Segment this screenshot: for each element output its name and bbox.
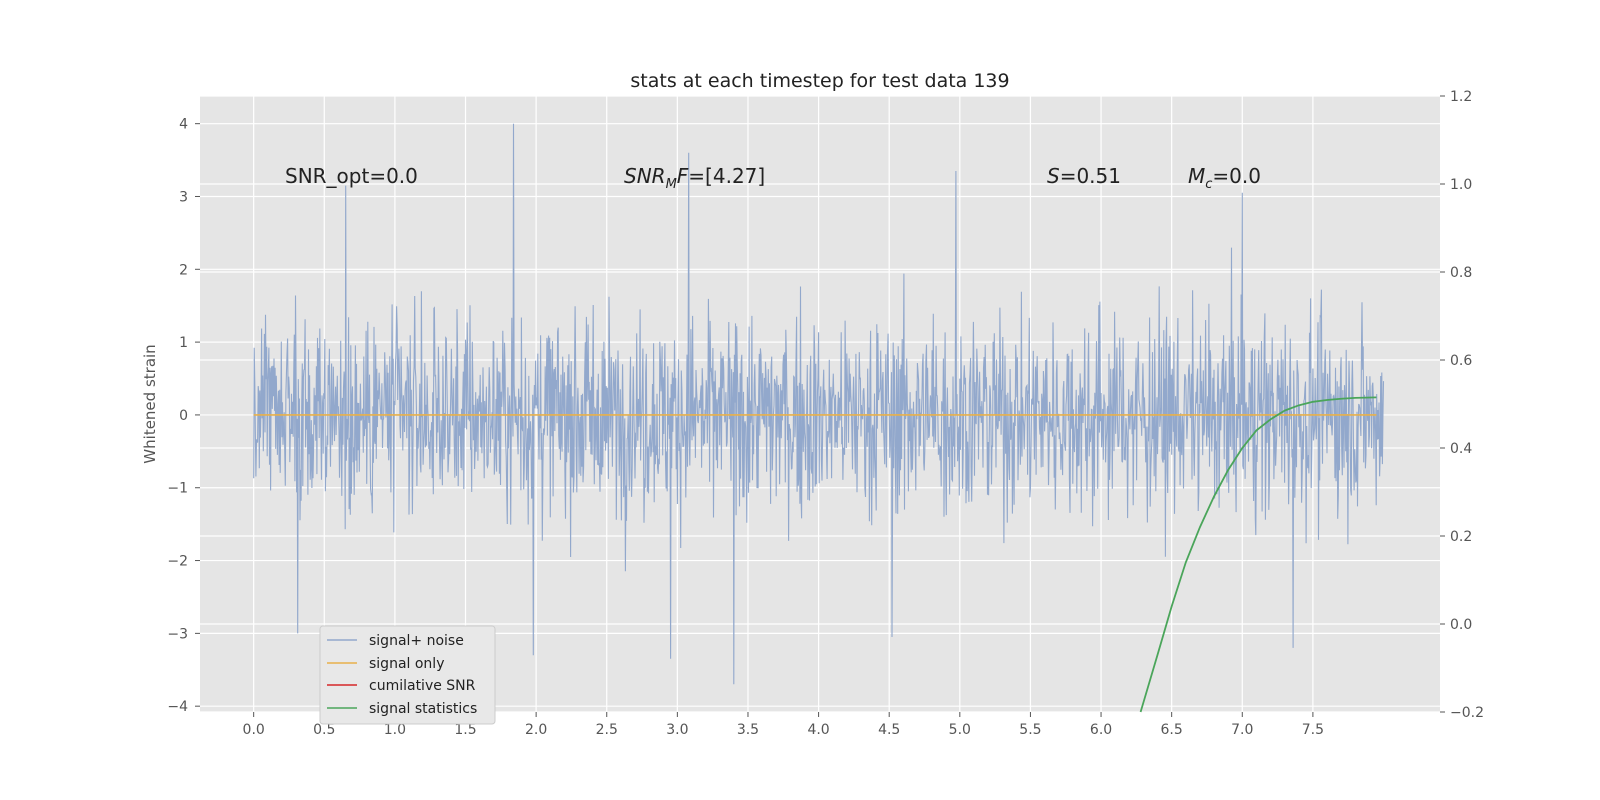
x-tick-label: 2.5 xyxy=(596,722,618,738)
y-tick-label: −1 xyxy=(167,481,188,497)
x-tick-label: 1.0 xyxy=(384,722,406,738)
y-tick-label: −2 xyxy=(167,554,188,570)
legend-label-signal-only: signal only xyxy=(369,656,444,672)
mc-subscript: c xyxy=(1205,177,1212,192)
snr-mf-tail: F xyxy=(677,164,689,188)
x-tick-label: 5.0 xyxy=(949,722,971,738)
y-tick-label: −3 xyxy=(167,626,188,642)
legend-label-signal-statistics: signal statistics xyxy=(369,701,477,717)
right-y-tick-label: 0.4 xyxy=(1450,441,1472,457)
x-tick-label: 7.5 xyxy=(1302,722,1324,738)
right-axis: 1.2 1.0 0.8 0.6 0.4 0.2 0.0 −0.2 xyxy=(1440,89,1484,721)
snr-mf-subscript: M xyxy=(666,177,677,192)
right-y-tick-label: −0.2 xyxy=(1450,705,1484,721)
x-axis: 0.0 0.5 1.0 1.5 2.0 2.5 3.0 3.5 4.0 4.5 5.0 5.5 6.0 6… xyxy=(243,712,1324,738)
chart-title: stats at each timestep for test data 139 xyxy=(630,70,1009,92)
annotation-s: S=0.51 xyxy=(1047,164,1121,188)
x-tick-label: 0.5 xyxy=(313,722,335,738)
y-tick-label: 0 xyxy=(179,408,188,424)
line-series-layer xyxy=(253,396,1377,713)
y-tick-label: 2 xyxy=(179,262,188,278)
y-tick-label: 3 xyxy=(179,189,188,205)
x-tick-label: 3.0 xyxy=(666,722,688,738)
legend-label-cumulative-snr: cumilative SNR xyxy=(369,678,476,694)
x-tick-label: 1.5 xyxy=(454,722,476,738)
legend: signal+ noise signal only cumilative SNR… xyxy=(319,625,496,725)
right-y-tick-label: 0.8 xyxy=(1450,265,1472,281)
annotation-mc: Mc=0.0 xyxy=(1188,164,1261,192)
y-axis-label: Whitened strain xyxy=(141,344,159,463)
series-signal-statistics xyxy=(1139,396,1377,713)
s-value: =0.51 xyxy=(1060,164,1121,188)
x-tick-label: 3.5 xyxy=(737,722,759,738)
x-tick-label: 5.5 xyxy=(1019,722,1041,738)
x-tick-label: 7.0 xyxy=(1231,722,1253,738)
x-tick-label: 6.0 xyxy=(1090,722,1112,738)
x-tick-label: 0.0 xyxy=(243,722,265,738)
s-main: S xyxy=(1047,164,1060,188)
y-tick-label: 1 xyxy=(179,335,188,351)
mc-main: M xyxy=(1188,164,1205,188)
right-y-tick-label: 0.2 xyxy=(1450,529,1472,545)
right-y-tick-label: 1.2 xyxy=(1450,89,1472,105)
right-y-tick-label: 0.0 xyxy=(1450,617,1472,633)
x-tick-label: 6.5 xyxy=(1161,722,1183,738)
y-tick-label: −4 xyxy=(167,699,188,715)
x-tick-label: 4.0 xyxy=(807,722,829,738)
legend-label-signal-noise: signal+ noise xyxy=(369,633,464,649)
mc-value: =0.0 xyxy=(1212,164,1261,188)
x-tick-label: 4.5 xyxy=(878,722,900,738)
y-tick-label: 4 xyxy=(179,117,188,133)
noise-series-layer xyxy=(253,123,1385,685)
right-y-tick-label: 1.0 xyxy=(1450,177,1472,193)
annotation-snr-mf: SNRMF=[4.27] xyxy=(624,164,765,192)
annotation-snr-opt: SNR_opt=0.0 xyxy=(285,164,418,188)
right-y-tick-label: 0.6 xyxy=(1450,353,1472,369)
snr-mf-value: =[4.27] xyxy=(688,164,765,188)
legend-box xyxy=(319,625,496,725)
x-tick-label: 2.0 xyxy=(525,722,547,738)
series-signal-noise xyxy=(253,123,1385,685)
left-axis: 4 3 2 1 0 −1 −2 −3 −4 xyxy=(167,117,200,715)
snr-mf-main: SNR xyxy=(624,164,666,188)
